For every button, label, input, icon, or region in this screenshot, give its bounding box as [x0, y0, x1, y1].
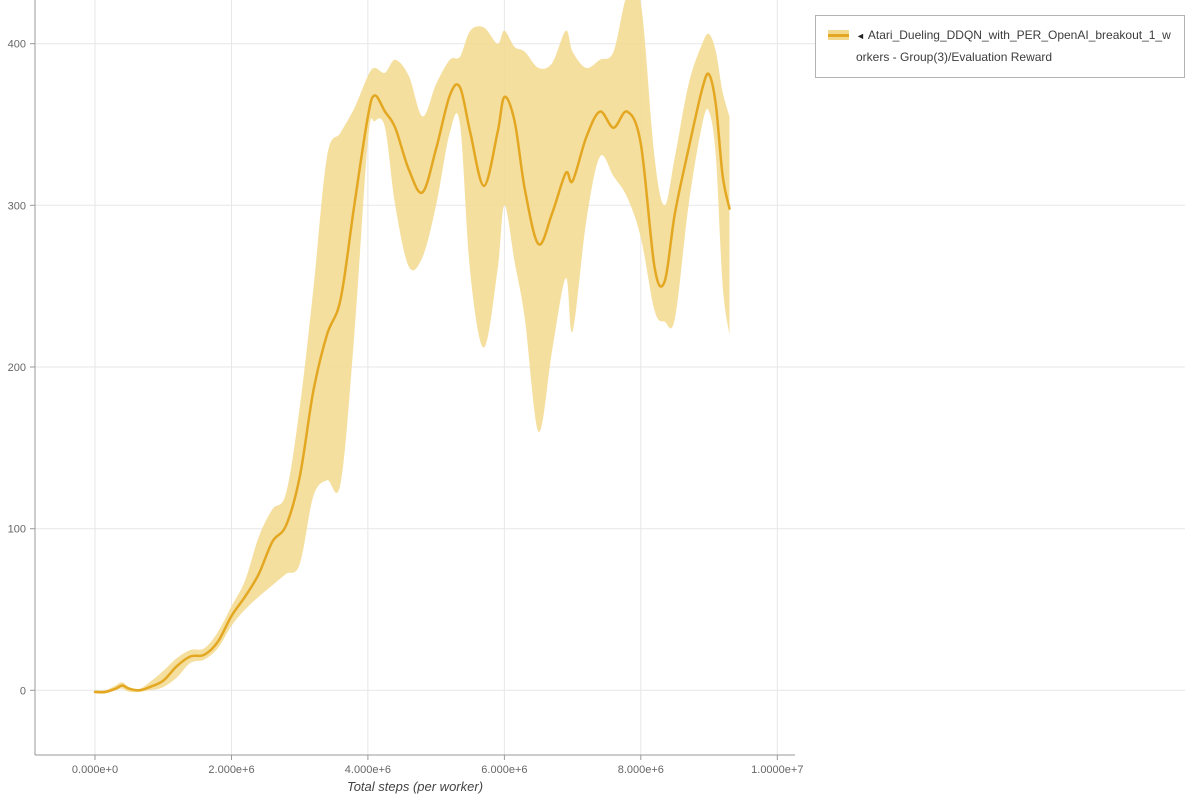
axes — [30, 0, 795, 760]
legend-collapse-icon[interactable]: ◄ — [856, 31, 865, 41]
series-line — [93, 72, 731, 694]
y-tick-label: 400 — [8, 39, 26, 51]
x-tick-label: 1.0000e+7 — [751, 764, 803, 776]
legend-series-swatch — [828, 30, 849, 40]
tick-labels: 0.000e+0 2.000e+6 4.000e+6 6.000e+6 8.000e+6… — [8, 39, 804, 776]
x-tick-label: 4.000e+6 — [345, 764, 391, 776]
x-tick-label: 0.000e+0 — [72, 764, 118, 776]
series-band — [95, 0, 730, 694]
legend-series-swatch-line — [828, 33, 849, 37]
y-tick-label: 200 — [8, 362, 26, 374]
x-tick-label: 6.000e+6 — [481, 764, 527, 776]
y-tick-label: 300 — [8, 200, 26, 212]
y-tick-label: 0 — [20, 685, 26, 697]
gridlines — [35, 0, 1185, 755]
x-tick-label: 2.000e+6 — [208, 764, 254, 776]
x-tick-label: 8.000e+6 — [618, 764, 664, 776]
y-tick-label: 100 — [8, 524, 26, 536]
x-axis-title: Total steps (per worker) — [346, 779, 484, 794]
legend[interactable]: ◄ Atari_Dueling_DDQN_with_PER_OpenAI_brea… — [815, 15, 1185, 78]
legend-entry[interactable]: ◄ Atari_Dueling_DDQN_with_PER_OpenAI_brea… — [856, 25, 1172, 68]
legend-entry-label: Atari_Dueling_DDQN_with_PER_OpenAI_break… — [856, 28, 1171, 64]
